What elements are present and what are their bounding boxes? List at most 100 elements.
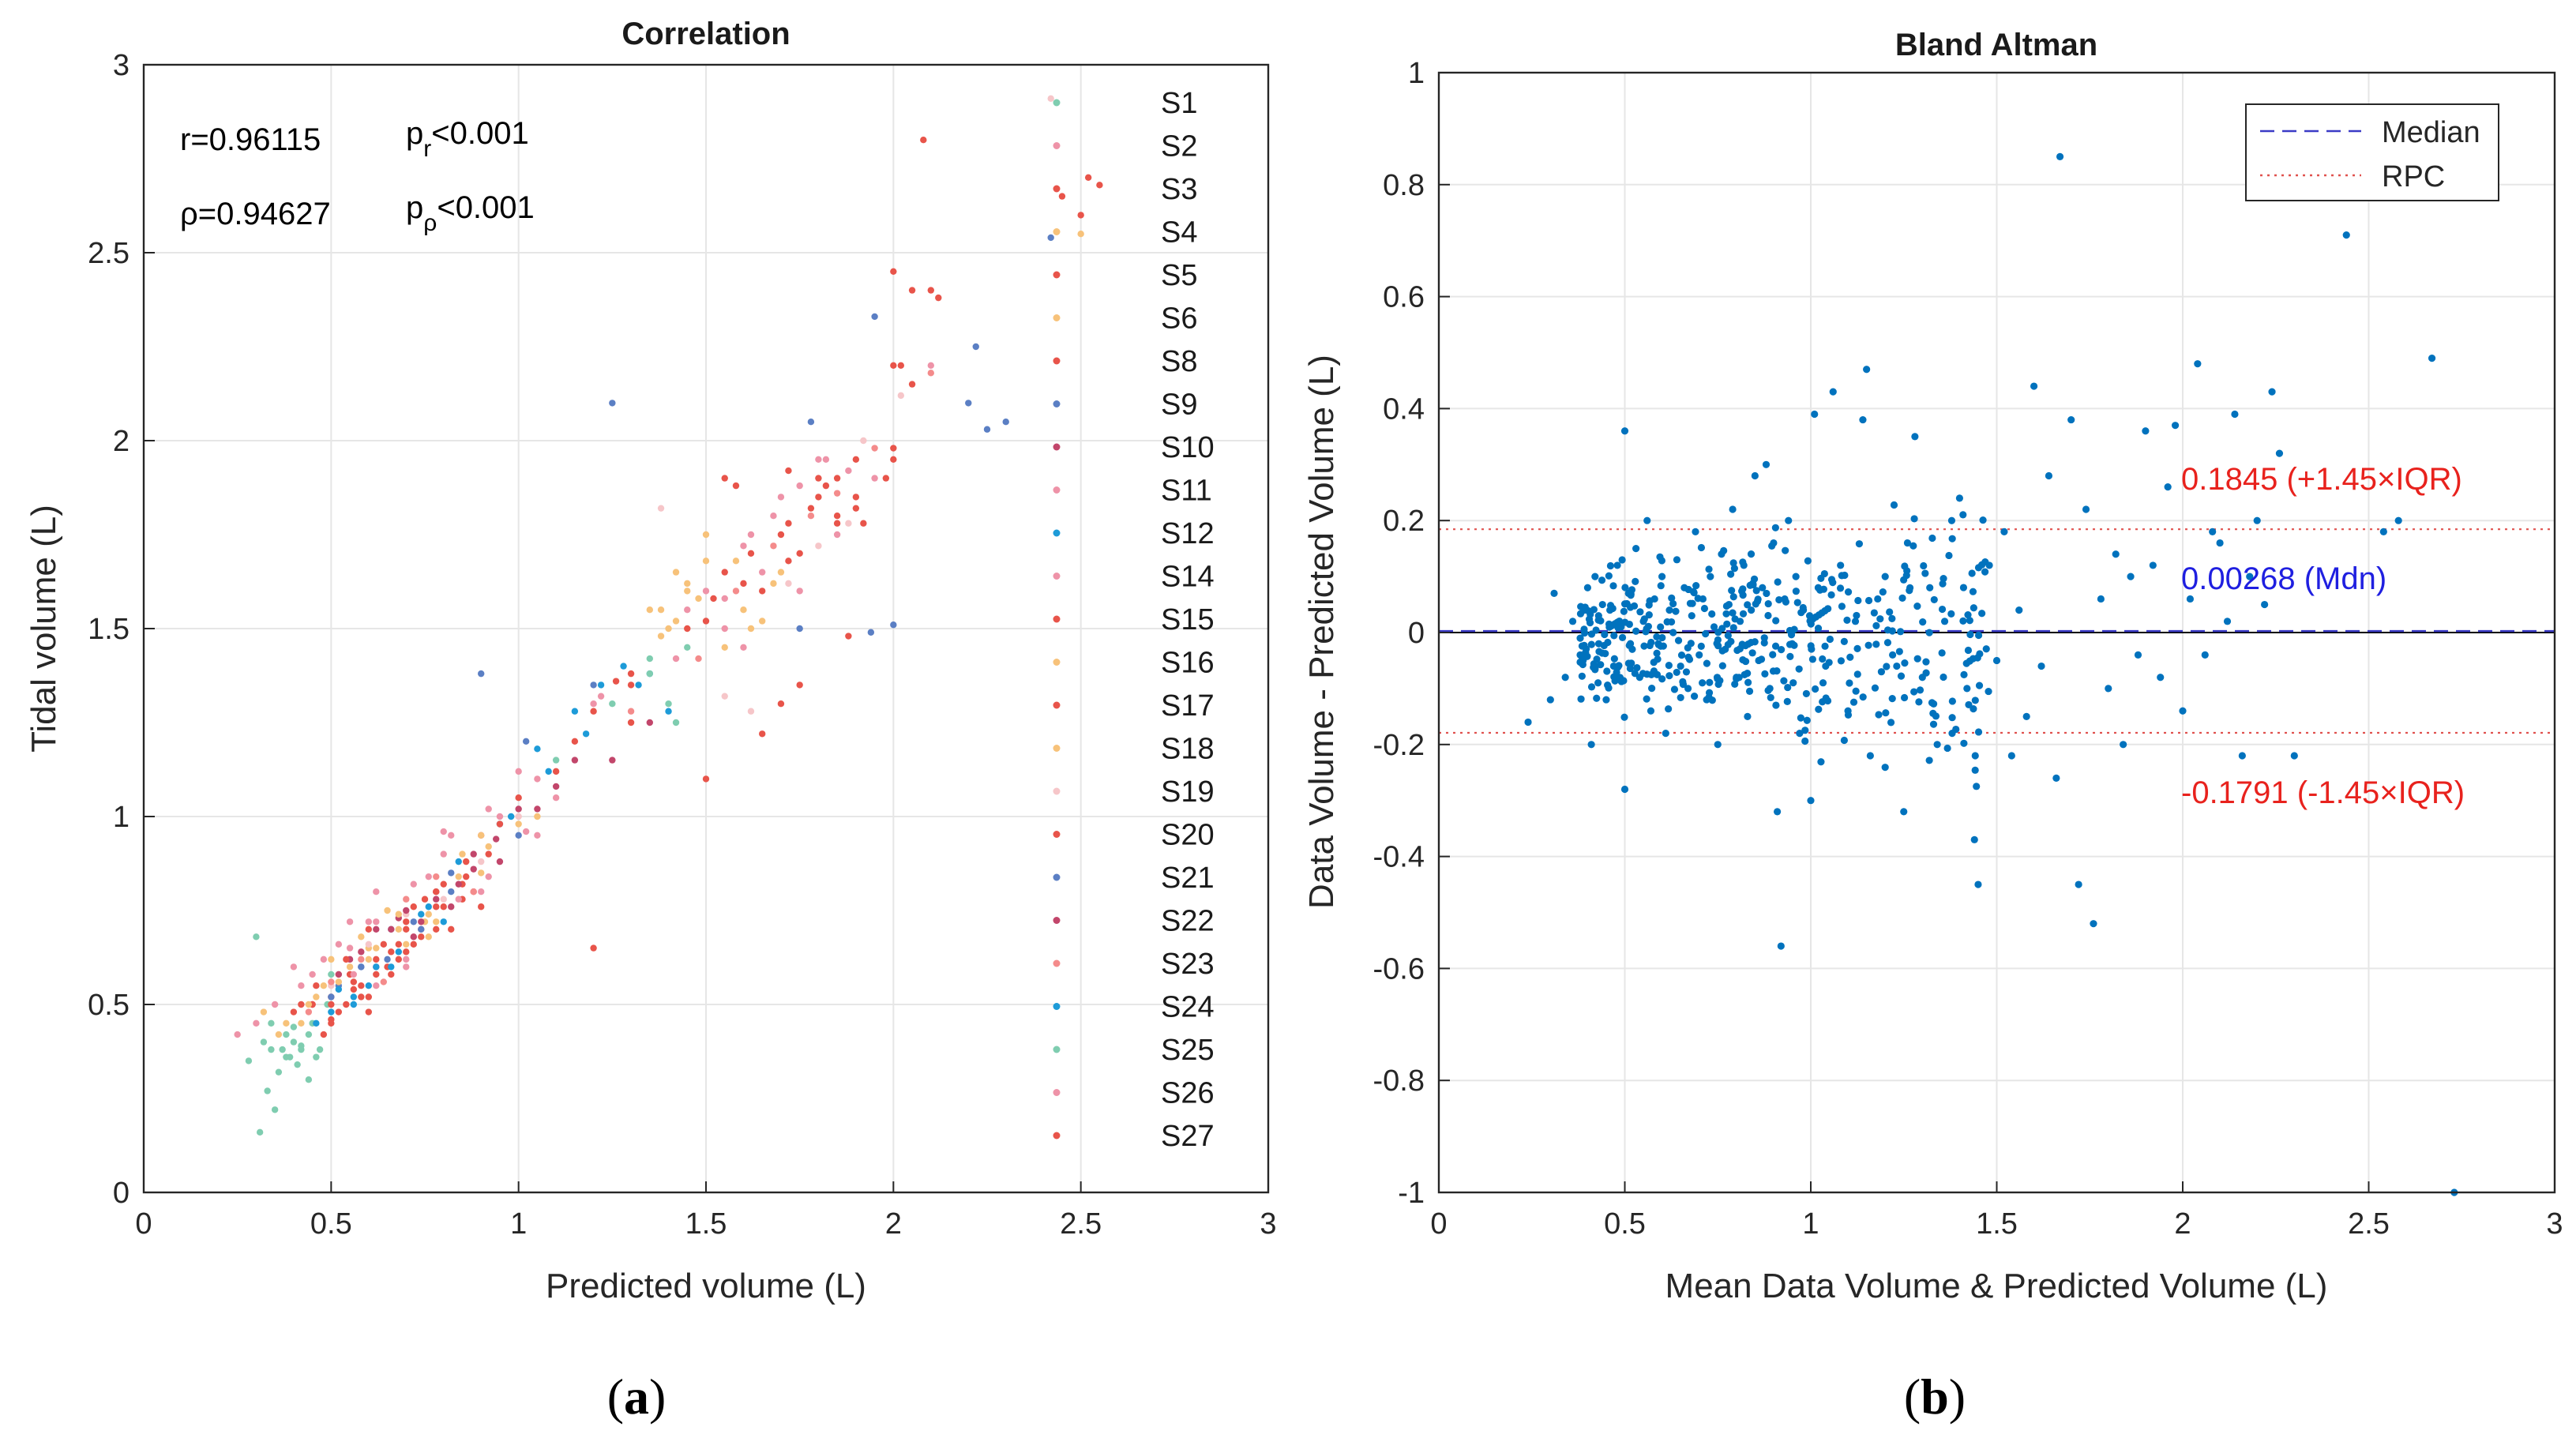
data-point: [1940, 575, 1947, 583]
data-point: [2216, 539, 2224, 547]
data-point: [1778, 646, 1786, 654]
data-point-s24: [395, 948, 402, 956]
data-point-s19: [860, 437, 867, 445]
data-point-s3: [358, 982, 365, 989]
data-point-s14: [552, 794, 560, 802]
median-annotation: 0.00268 (Mdn): [2181, 561, 2386, 596]
data-point-s5: [590, 708, 597, 715]
data-point-s26: [335, 941, 343, 948]
data-point: [1780, 677, 1788, 685]
data-point-s15: [343, 1001, 350, 1008]
data-point-s14: [271, 1001, 279, 1008]
data-point-s21: [867, 629, 875, 636]
data-point-s12: [534, 745, 541, 753]
data-point: [1768, 542, 1776, 550]
data-point: [1947, 516, 1956, 524]
legend-label-s26: S26: [1161, 1077, 1215, 1110]
data-point: [1870, 609, 1878, 617]
data-point-s11: [833, 531, 841, 539]
data-point: [1965, 700, 1973, 709]
data-point-s12: [365, 982, 372, 989]
data-point-s14: [346, 944, 354, 952]
data-point-s6: [740, 606, 747, 614]
data-point: [1677, 651, 1686, 659]
data-point-s5: [721, 475, 728, 482]
legend-marker-s14: [1053, 573, 1061, 580]
data-point: [1940, 618, 1949, 625]
data-point: [1840, 637, 1848, 645]
data-point-s17: [395, 941, 402, 948]
data-point-s23: [695, 655, 702, 663]
data-point-s20: [380, 941, 387, 948]
data-point-s1: [290, 1038, 298, 1046]
data-point: [1805, 612, 1814, 620]
data-point: [1739, 558, 1747, 566]
data-point: [1859, 415, 1867, 424]
data-point-s22: [403, 907, 410, 914]
data-point-s14: [845, 467, 852, 475]
data-point: [1872, 640, 1880, 648]
data-point-s23: [732, 588, 740, 595]
data-point: [1853, 670, 1861, 678]
data-point-s17: [328, 1016, 335, 1023]
data-point: [1819, 655, 1827, 663]
data-point: [1851, 618, 1860, 625]
data-point: [1803, 716, 1811, 724]
data-point: [1875, 711, 1883, 719]
data-point-s14: [373, 982, 380, 989]
data-point: [1920, 561, 1928, 570]
data-point-s2: [373, 888, 380, 895]
data-point-s19: [747, 708, 755, 715]
data-point: [1808, 655, 1817, 663]
data-point: [1816, 586, 1824, 594]
data-point-s17: [440, 880, 447, 888]
data-point: [1827, 591, 1835, 599]
data-point: [1888, 627, 1896, 635]
legend-label-s5: S5: [1161, 259, 1197, 292]
data-point: [1945, 551, 1953, 560]
data-point-s14: [309, 971, 316, 978]
legend-marker-s12: [1053, 529, 1061, 537]
legend-marker-s6: [1053, 314, 1061, 321]
data-point-s9: [515, 832, 522, 839]
data-point-s20: [433, 903, 440, 910]
data-point: [1973, 783, 1981, 790]
data-point: [1673, 668, 1680, 677]
data-point-s14: [822, 456, 830, 463]
data-point: [1718, 647, 1726, 655]
y-tick-label: -0.8: [1373, 1064, 1425, 1098]
data-point-s10: [646, 719, 653, 727]
data-point-s22: [470, 865, 477, 873]
data-point: [1598, 576, 1606, 584]
data-point-s11: [373, 918, 380, 926]
data-point-s18: [478, 832, 485, 839]
p-rho-threshold: <0.001: [437, 190, 534, 225]
data-point: [1657, 623, 1665, 631]
data-point-s22: [335, 971, 343, 978]
data-point: [1631, 670, 1639, 678]
data-point: [1643, 695, 1650, 703]
data-point: [2261, 600, 2269, 609]
y-tick-label: 1: [1408, 57, 1425, 90]
data-point-s23: [403, 895, 410, 903]
data-point-s25: [552, 757, 560, 764]
data-point-s26: [777, 494, 785, 501]
data-point: [1882, 709, 1890, 717]
p-rho-subscript: ρ: [423, 210, 437, 236]
data-point: [1786, 652, 1794, 660]
legend-marker-s9: [1053, 400, 1061, 407]
data-point-s5: [440, 903, 447, 910]
data-point: [1593, 694, 1601, 702]
data-point: [1948, 535, 1956, 543]
data-point: [1627, 591, 1635, 599]
data-point: [1843, 616, 1851, 624]
data-point: [1685, 655, 1694, 663]
data-point: [1769, 651, 1777, 659]
data-point-s15: [882, 475, 890, 482]
data-point-s16: [485, 843, 492, 850]
x-tick-label: 2.5: [1060, 1207, 1102, 1241]
data-point: [2045, 471, 2053, 480]
data-point: [1580, 606, 1588, 614]
data-point-s8: [890, 362, 897, 369]
data-point: [1893, 662, 1901, 670]
